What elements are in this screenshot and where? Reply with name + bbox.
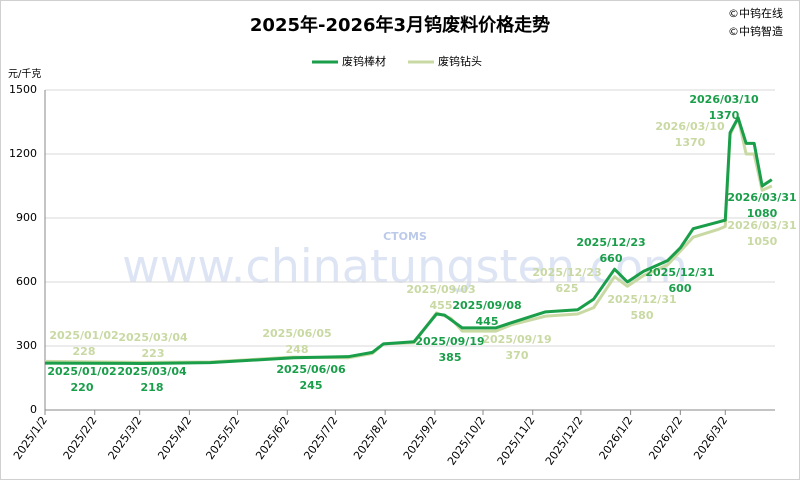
copyright: ©中钨智造 <box>728 24 783 38</box>
annotation-value: 370 <box>506 349 529 362</box>
y-tick-label: 600 <box>16 275 37 288</box>
annotation-date: 2025/03/04 <box>118 331 188 344</box>
watermark: www.chinatungsten.com <box>122 240 688 294</box>
annotation-date: 2026/03/31 <box>727 219 796 232</box>
annotation-value: 228 <box>73 345 96 358</box>
chart-title: 2025年-2026年3月钨废料价格走势 <box>250 14 550 36</box>
annotation-value: 220 <box>71 381 94 394</box>
annotation-date: 2025/12/31 <box>607 293 676 306</box>
series-line <box>44 116 773 365</box>
annotation-value: 218 <box>141 381 164 394</box>
y-tick-label: 1200 <box>9 147 37 160</box>
annotation-value: 248 <box>286 343 309 356</box>
y-axis-label: 元/千克 <box>8 68 41 80</box>
annotation-date: 2025/12/23 <box>576 236 645 249</box>
y-tick-label: 300 <box>16 339 37 352</box>
copyright: ©中钨在线 <box>728 6 783 20</box>
y-tick-label: 900 <box>16 211 37 224</box>
annotation-date: 2026/03/10 <box>689 93 759 106</box>
annotation-date: 2025/12/23 <box>532 266 601 279</box>
annotation-value: 445 <box>476 315 499 328</box>
annotation-value: 223 <box>142 347 165 360</box>
y-tick-label: 1500 <box>9 83 37 96</box>
legend-label: 废钨棒材 <box>342 54 386 68</box>
annotation-date: 2025/06/05 <box>262 327 331 340</box>
annotation-date: 2025/09/19 <box>482 333 551 346</box>
annotation-date: 2025/06/06 <box>276 363 346 376</box>
annotation-date: 2025/12/31 <box>645 266 714 279</box>
annotation-value: 600 <box>669 282 692 295</box>
annotation-value: 1370 <box>675 136 706 149</box>
annotation-value: 1080 <box>747 207 778 220</box>
annotation-date: 2025/09/03 <box>406 283 475 296</box>
annotation-date: 2025/01/02 <box>49 329 118 342</box>
watermark: CTOMS <box>383 230 427 243</box>
annotation-value: 385 <box>439 351 462 364</box>
legend-label: 废钨钻头 <box>438 54 482 68</box>
annotation-value: 1050 <box>747 235 778 248</box>
annotation-value: 625 <box>556 282 579 295</box>
annotation-value: 245 <box>300 379 323 392</box>
annotation-value: 660 <box>600 252 623 265</box>
annotation-value: 1370 <box>709 109 740 122</box>
annotation-date: 2025/03/04 <box>117 365 187 378</box>
annotation-date: 2025/09/08 <box>452 299 521 312</box>
annotation-date: 2025/01/02 <box>47 365 116 378</box>
y-tick-label: 0 <box>30 403 37 416</box>
annotation-value: 580 <box>631 309 654 322</box>
annotation-date: 2026/03/31 <box>727 191 796 204</box>
annotation-date: 2025/09/19 <box>415 335 484 348</box>
annotation-value: 455 <box>430 299 453 312</box>
annotation-date: 2026/03/10 <box>655 120 725 133</box>
